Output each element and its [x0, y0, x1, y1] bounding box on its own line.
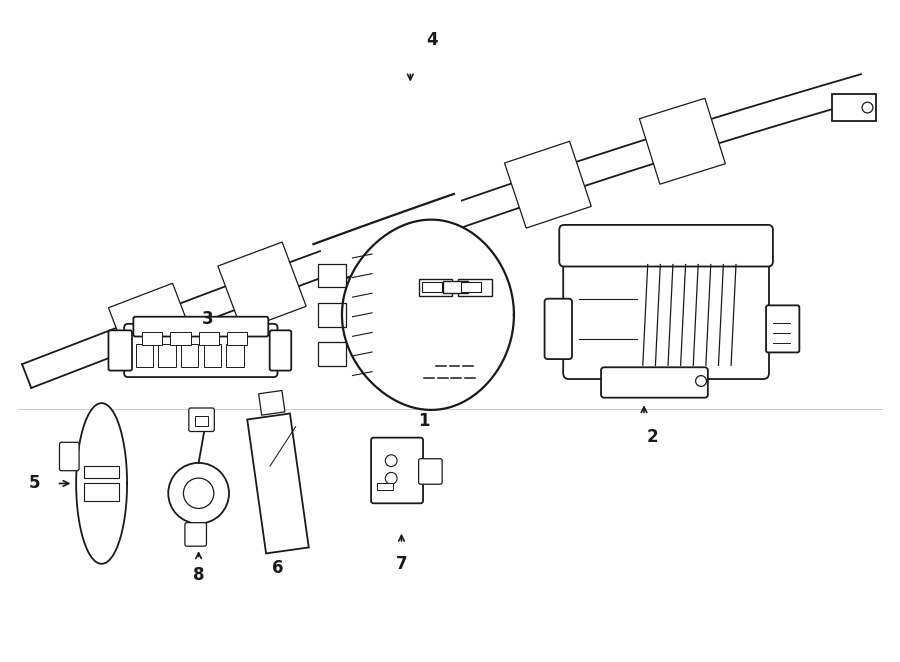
- FancyBboxPatch shape: [371, 438, 423, 503]
- Bar: [199, 332, 219, 345]
- FancyBboxPatch shape: [563, 254, 769, 379]
- Polygon shape: [639, 98, 725, 184]
- Bar: [142, 332, 162, 345]
- Text: 5: 5: [29, 475, 40, 493]
- Bar: [227, 332, 248, 345]
- Bar: [319, 342, 346, 365]
- Bar: [319, 303, 346, 326]
- Text: 2: 2: [647, 428, 659, 446]
- Circle shape: [168, 463, 229, 524]
- Polygon shape: [258, 391, 285, 415]
- Bar: [832, 94, 877, 121]
- Polygon shape: [218, 242, 306, 330]
- FancyBboxPatch shape: [443, 281, 468, 293]
- Bar: [226, 344, 244, 367]
- Circle shape: [385, 473, 397, 484]
- Bar: [194, 416, 209, 426]
- Text: 4: 4: [427, 31, 438, 49]
- FancyBboxPatch shape: [421, 283, 442, 292]
- Bar: [377, 483, 393, 490]
- Circle shape: [385, 455, 397, 467]
- Bar: [203, 344, 221, 367]
- FancyBboxPatch shape: [458, 279, 491, 296]
- FancyBboxPatch shape: [418, 459, 442, 484]
- FancyBboxPatch shape: [766, 305, 799, 352]
- FancyBboxPatch shape: [419, 279, 453, 296]
- Text: 3: 3: [202, 310, 213, 328]
- Circle shape: [862, 102, 873, 113]
- Polygon shape: [248, 414, 309, 553]
- FancyBboxPatch shape: [133, 316, 268, 336]
- Polygon shape: [505, 141, 591, 228]
- FancyBboxPatch shape: [544, 299, 572, 359]
- FancyBboxPatch shape: [59, 442, 79, 471]
- FancyBboxPatch shape: [109, 330, 132, 371]
- Text: 7: 7: [396, 555, 408, 573]
- FancyBboxPatch shape: [601, 367, 707, 398]
- FancyBboxPatch shape: [124, 324, 277, 377]
- Bar: [84, 466, 119, 477]
- Polygon shape: [76, 403, 127, 564]
- Bar: [319, 264, 346, 287]
- Bar: [84, 483, 119, 501]
- FancyBboxPatch shape: [559, 225, 773, 267]
- Polygon shape: [342, 220, 514, 410]
- FancyBboxPatch shape: [270, 330, 292, 371]
- FancyBboxPatch shape: [189, 408, 214, 432]
- Bar: [136, 344, 153, 367]
- Bar: [170, 332, 191, 345]
- FancyBboxPatch shape: [184, 523, 206, 546]
- Text: 1: 1: [418, 412, 429, 430]
- Polygon shape: [109, 283, 197, 372]
- Circle shape: [184, 478, 214, 508]
- Circle shape: [696, 375, 706, 387]
- Bar: [181, 344, 199, 367]
- FancyBboxPatch shape: [461, 283, 482, 292]
- Bar: [158, 344, 176, 367]
- Text: 6: 6: [273, 559, 284, 577]
- Text: 8: 8: [193, 566, 204, 584]
